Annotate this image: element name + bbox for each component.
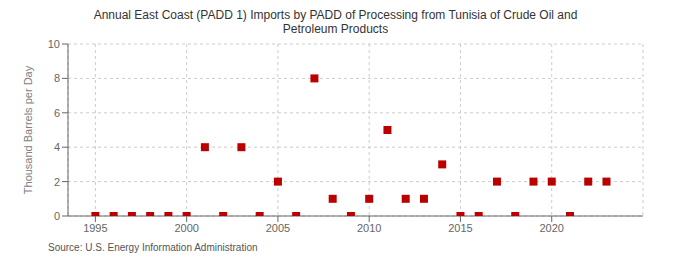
svg-text:2000: 2000	[174, 222, 198, 234]
html-text:Annual East Coast (PADD 1) Imp: Annual East Coast (PADD 1) Imports by PA…	[93, 8, 578, 22]
svg-text:10: 10	[48, 38, 60, 50]
svg-text:2005: 2005	[266, 222, 290, 234]
svg-text:Thousand Barrels per Day: Thousand Barrels per Day	[22, 65, 34, 194]
html-text:Petroleum Products: Petroleum Products	[282, 22, 389, 36]
svg-text:0: 0	[54, 210, 60, 222]
svg-text:8: 8	[54, 72, 60, 84]
svg-text:2015: 2015	[448, 222, 472, 234]
svg-text:6: 6	[54, 107, 60, 119]
html-text:Source: U.S. Energy Informatio: Source: U.S. Energy Information Administ…	[48, 242, 258, 253]
svg-text:2020: 2020	[539, 222, 563, 234]
svg-text:2010: 2010	[357, 222, 381, 234]
svg-text:2: 2	[54, 176, 60, 188]
svg-text:4: 4	[54, 141, 60, 153]
svg-text:1995: 1995	[83, 222, 107, 234]
